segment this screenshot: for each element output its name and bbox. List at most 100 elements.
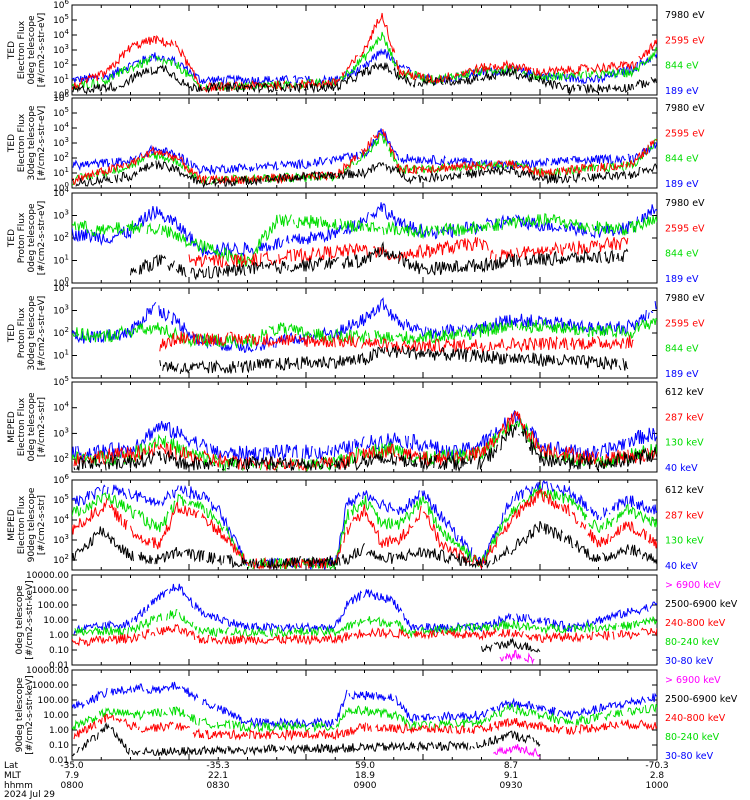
x-tick-label: 0900	[354, 781, 377, 791]
series-line	[72, 623, 657, 647]
series-line	[73, 713, 657, 741]
x-tick-label: 0800	[61, 781, 84, 791]
x-tick-label: 22.1	[208, 771, 228, 781]
series-line	[481, 637, 541, 653]
legend-entry: 612 keV	[665, 387, 704, 398]
series-line	[72, 487, 657, 570]
x-tick-label: 8.7	[504, 761, 518, 771]
series-line	[72, 159, 657, 188]
y-tick-label: 1.00	[49, 726, 69, 736]
y-tick-label: 100.00	[38, 696, 70, 706]
x-tick-label: -35.3	[206, 761, 229, 771]
y-axis-label-line: TED	[7, 229, 17, 248]
legend-entry: 7980 eV	[665, 198, 705, 209]
y-tick-label: 105	[53, 375, 69, 388]
y-tick-label: 100.00	[38, 601, 70, 611]
y-tick-label: 10000.00	[26, 666, 69, 676]
y-tick-label: 101	[53, 349, 69, 362]
series-line	[72, 681, 657, 729]
y-tick-label: 106	[53, 473, 69, 486]
legend-entry: 240-800 keV	[665, 618, 726, 629]
legend-entry: 130 keV	[665, 536, 704, 547]
legend-entry: 2595 eV	[665, 318, 705, 329]
series-group	[72, 297, 657, 375]
series-group	[72, 410, 657, 472]
x-tick-label: 59.0	[355, 761, 375, 771]
y-axis-label-line: Proton Flux	[17, 212, 27, 263]
y-tick-label: 106	[53, 0, 69, 11]
legend-entry: 7980 eV	[665, 293, 705, 304]
series-group	[72, 202, 657, 281]
y-axis-label-line: [#/cm2-s-str]	[37, 397, 47, 457]
panel-2: 100 101 102 103 104 105 106 TED Electron Flux 30d…	[7, 91, 705, 194]
legend-entry: 7980 eV	[665, 103, 705, 114]
series-line	[499, 649, 535, 665]
y-tick-label: 103	[53, 426, 69, 439]
series-line	[72, 702, 657, 733]
legend-entry: 844 eV	[665, 61, 699, 72]
series-line	[72, 609, 657, 639]
legend-entry: 189 eV	[665, 86, 699, 97]
y-tick-label: 106	[53, 91, 69, 104]
panel-3: 100 101 102 103 104 TED Proton Flux 0deg telesc…	[7, 186, 705, 289]
y-tick-label: 0.01	[49, 661, 69, 671]
series-group	[72, 480, 657, 570]
y-axis-label-line: TED	[7, 324, 17, 343]
series-line	[73, 411, 657, 472]
y-axis-label-line: 0deg telescope	[15, 585, 25, 655]
x-tick-label: -35.0	[60, 761, 84, 771]
series-line	[73, 583, 657, 635]
y-tick-label: 1000.00	[32, 681, 69, 691]
panel-8: 0.01 0.10 1.00 10.00 100.00 1000.00 10000.0090…	[15, 666, 738, 766]
series-line	[130, 241, 629, 281]
y-axis-label-line: [#/cm2-s-str-eV]	[37, 296, 47, 371]
x-tick-label: 2.8	[650, 771, 665, 781]
y-axis-label-line: MEPED	[7, 411, 17, 443]
y-tick-label: 105	[53, 13, 69, 26]
series-line	[72, 61, 657, 95]
y-axis-label-line: [#/cm2-s-str-keV]	[25, 580, 35, 659]
legend-entry: 189 eV	[665, 179, 699, 190]
y-tick-label: 103	[53, 136, 69, 149]
y-axis-label-line: 0deg telescope	[27, 203, 37, 273]
x-tick-label: 18.9	[355, 771, 375, 781]
y-tick-label: 101	[53, 254, 69, 267]
y-tick-label: 103	[53, 43, 69, 56]
y-axis-label-line: 30deg telescope	[27, 295, 37, 370]
y-tick-label: 1000.00	[32, 586, 69, 596]
legend-entry: 40 keV	[665, 561, 698, 572]
legend-entry: 2595 eV	[665, 35, 705, 46]
y-tick-label: 102	[53, 58, 69, 71]
y-tick-label: 105	[53, 493, 69, 506]
legend-entry: 189 eV	[665, 274, 699, 285]
panel-6: 102 103 104 105 106 MEPED Electron Flux 90deg t…	[7, 473, 704, 572]
y-axis-label-line: Electron Flux	[17, 495, 27, 554]
legend-entry: 844 eV	[665, 154, 699, 165]
y-tick-label: 101	[53, 166, 69, 179]
y-tick-label: 1.00	[49, 631, 69, 641]
series-line	[72, 317, 657, 349]
y-tick-label: 103	[53, 533, 69, 546]
panel-1: 100 101 102 103 104 105 106 TED Electron Flux 0de…	[7, 0, 705, 101]
y-tick-label: 100	[53, 276, 69, 289]
legend-entry: > 6900 keV	[665, 580, 721, 591]
y-axis-label-line: [#/cm2-s-str-eV]	[37, 13, 47, 88]
legend-entry: 189 eV	[665, 369, 699, 380]
y-tick-label: 0.10	[49, 646, 69, 656]
legend-entry: 287 keV	[665, 412, 704, 423]
y-tick-label: 100	[53, 88, 69, 101]
y-tick-label: 0.01	[49, 756, 69, 766]
legend-entry: 130 keV	[665, 438, 704, 449]
series-line	[72, 521, 657, 570]
y-tick-label: 102	[53, 452, 69, 465]
y-axis-label-line: 90deg telescope	[15, 677, 25, 752]
legend-entry: 40 keV	[665, 463, 698, 474]
legend-entry: 2595 eV	[665, 223, 705, 234]
x-tick-label: -70.3	[645, 761, 668, 771]
x-axis-footer: LatMLThhmm-35.07.90800-35.322.1083059.01…	[4, 761, 669, 800]
legend-entry: 2595 eV	[665, 128, 705, 139]
y-axis-label-line: TED	[7, 41, 17, 60]
y-axis-label-line: Electron Flux	[17, 20, 27, 79]
x-tick-label: 1000	[646, 781, 669, 791]
series-line	[159, 345, 629, 375]
